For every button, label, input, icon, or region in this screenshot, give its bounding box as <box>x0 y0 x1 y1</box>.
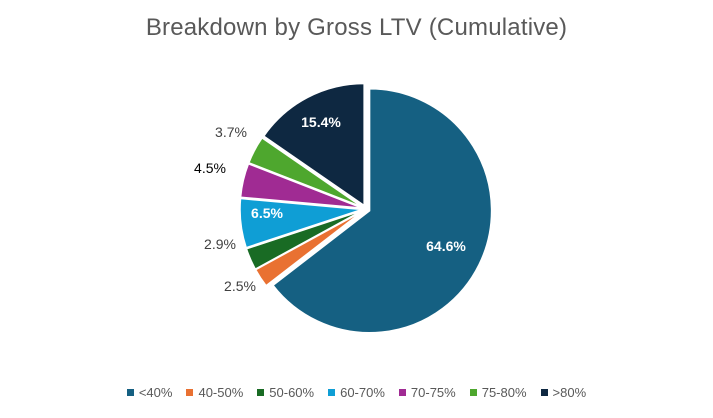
legend-label: 70-75% <box>410 384 456 400</box>
data-label: 4.5% <box>194 160 226 176</box>
legend-swatch <box>540 388 548 396</box>
legend-swatch <box>257 388 265 396</box>
legend-item: 75-80% <box>469 384 527 400</box>
legend-item: <40% <box>126 384 173 400</box>
legend-item: 40-50% <box>186 385 243 400</box>
chart-title: Breakdown by Gross LTV (Cumulative) <box>145 14 568 41</box>
legend-item: 60-70% <box>328 385 385 400</box>
legend-label: 50-60% <box>269 384 315 400</box>
data-label: 2.5% <box>224 278 256 294</box>
legend-item: >80% <box>540 384 587 400</box>
pie-slice-75-80 <box>247 136 363 208</box>
legend-label: 75-80% <box>481 384 527 400</box>
legend-swatch <box>126 388 134 396</box>
data-label: 2.9% <box>204 236 236 252</box>
data-label: 3.7% <box>215 124 247 140</box>
legend-swatch <box>328 388 336 396</box>
data-label: 64.6% <box>426 238 466 254</box>
legend-item: 50-60% <box>257 385 314 400</box>
chart-legend: <40% 40-50% 50-60% 60-70% 70-75% 75-80% >80% <box>0 382 713 402</box>
legend-label: >80% <box>552 384 587 400</box>
legend-swatch <box>186 388 194 396</box>
pie-slice-80 <box>262 82 365 207</box>
pie-slice-50-60 <box>245 209 363 271</box>
legend-swatch <box>469 388 477 396</box>
data-label: 6.5% <box>251 205 283 221</box>
legend-label: 40-50% <box>198 384 244 400</box>
pie-slice-70-75 <box>239 162 363 209</box>
pie-slice-60-70 <box>239 197 363 249</box>
legend-item: 70-75% <box>398 384 456 400</box>
pie-slice-40 <box>271 88 493 334</box>
data-label: 15.4% <box>301 114 341 130</box>
legend-swatch <box>398 388 406 396</box>
legend-label: <40% <box>138 384 173 400</box>
legend-label: 60-70% <box>340 384 385 400</box>
